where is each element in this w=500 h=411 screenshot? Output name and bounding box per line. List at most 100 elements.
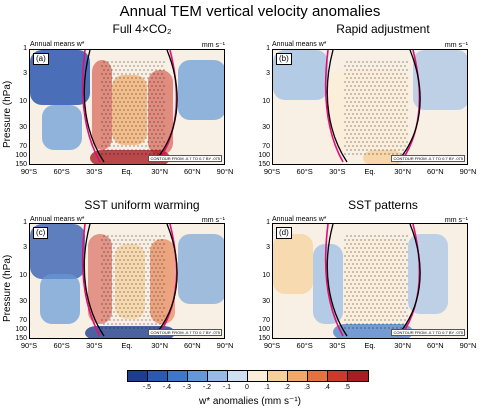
stipple-dot [400, 89, 402, 91]
stipple-dot [107, 69, 109, 71]
stipple-dot [127, 85, 129, 87]
stipple-dot [392, 287, 394, 289]
stipple-dot [382, 61, 384, 63]
stipple-dot [382, 141, 384, 143]
stipple-dot [143, 315, 145, 317]
stipple-dot [139, 69, 141, 71]
stipple-dot [374, 267, 376, 269]
stipple-dot [105, 303, 107, 305]
stipple-dot [368, 65, 370, 67]
stipple-dot [370, 109, 372, 111]
stipple-dot [125, 145, 127, 147]
stipple-dot [362, 133, 364, 135]
stipple-dot [123, 109, 125, 111]
stipple-dot [147, 259, 149, 261]
stipple-dot [396, 113, 398, 115]
stipple-dot [362, 307, 364, 309]
stipple-dot [406, 69, 408, 71]
stipple-dot [109, 239, 111, 241]
stipple-dot [107, 259, 109, 261]
stipple-dot [398, 149, 400, 151]
stipple-dot [402, 275, 404, 277]
stipple-dot [151, 141, 153, 143]
stipple-dot [155, 101, 157, 103]
stipple-dot [380, 153, 382, 155]
stipple-dot [398, 315, 400, 317]
stipple-dot [394, 291, 396, 293]
field-region [115, 244, 145, 319]
stipple-dot [388, 327, 390, 329]
stipple-dot [384, 255, 386, 257]
stipple-dot [366, 251, 368, 253]
stipple-dot [119, 299, 121, 301]
stipple-dot [384, 327, 386, 329]
stipple-dot [159, 77, 161, 79]
stipple-dot [113, 129, 115, 131]
stipple-dot [348, 279, 350, 281]
stipple-dot [378, 299, 380, 301]
stipple-dot [149, 113, 151, 115]
y-tick-label: 100 [258, 325, 270, 333]
colorbar-swatch [128, 371, 148, 381]
stipple-dot [364, 81, 366, 83]
stipple-dot [125, 271, 127, 273]
field-region [150, 239, 175, 324]
stipple-dot [362, 77, 364, 79]
stipple-dot [153, 247, 155, 249]
stipple-dot [394, 149, 396, 151]
stipple-dot [388, 81, 390, 83]
stipple-dot [145, 129, 147, 131]
stipple-dot [123, 141, 125, 143]
stipple-dot [404, 97, 406, 99]
stipple-dot [400, 303, 402, 305]
stipple-dot [394, 101, 396, 103]
stipple-dot [141, 89, 143, 91]
stipple-dot [101, 263, 103, 265]
stipple-dot [133, 239, 135, 241]
stipple-dot [358, 141, 360, 143]
stipple-dot [360, 73, 362, 75]
stipple-dot [119, 243, 121, 245]
stipple-dot [372, 327, 374, 329]
stipple-dot [103, 243, 105, 245]
stipple-dot [404, 105, 406, 107]
stipple-dot [390, 259, 392, 261]
stipple-dot [119, 275, 121, 277]
stipple-dot [133, 129, 135, 131]
stipple-dot [153, 295, 155, 297]
stipple-dot [105, 65, 107, 67]
stipple-dot [137, 279, 139, 281]
y-tick-label: 10 [19, 98, 27, 106]
stipple-dot [358, 61, 360, 63]
stipple-dot [161, 271, 163, 273]
stipple-dot [352, 81, 354, 83]
stipple-dot [368, 89, 370, 91]
stipple-dot [346, 251, 348, 253]
stipple-dot [147, 299, 149, 301]
stipple-dot [129, 73, 131, 75]
stipple-dot [406, 133, 408, 135]
colorbar-tick-label: .1 [264, 384, 270, 391]
stipple-dot [103, 235, 105, 237]
stipple-dot [131, 85, 133, 87]
stipple-dot [151, 235, 153, 237]
stipple-dot [386, 299, 388, 301]
colorbar-swatch [188, 371, 208, 381]
stipple-dot [125, 121, 127, 123]
stipple-dot [105, 311, 107, 313]
stipple-dot [101, 255, 103, 257]
colorbar-swatch [148, 371, 168, 381]
stipple-dot [137, 153, 139, 155]
stipple-dot [392, 105, 394, 107]
stipple-dot [402, 101, 404, 103]
stipple-dot [374, 69, 376, 71]
stipple-dot [344, 129, 346, 131]
stipple-dot [105, 105, 107, 107]
stipple-dot [137, 247, 139, 249]
stipple-dot [139, 101, 141, 103]
stipple-dot [119, 291, 121, 293]
stipple-dot [113, 121, 115, 123]
stipple-dot [159, 267, 161, 269]
y-tick-label: 70 [262, 317, 270, 325]
stipple-dot [163, 251, 165, 253]
